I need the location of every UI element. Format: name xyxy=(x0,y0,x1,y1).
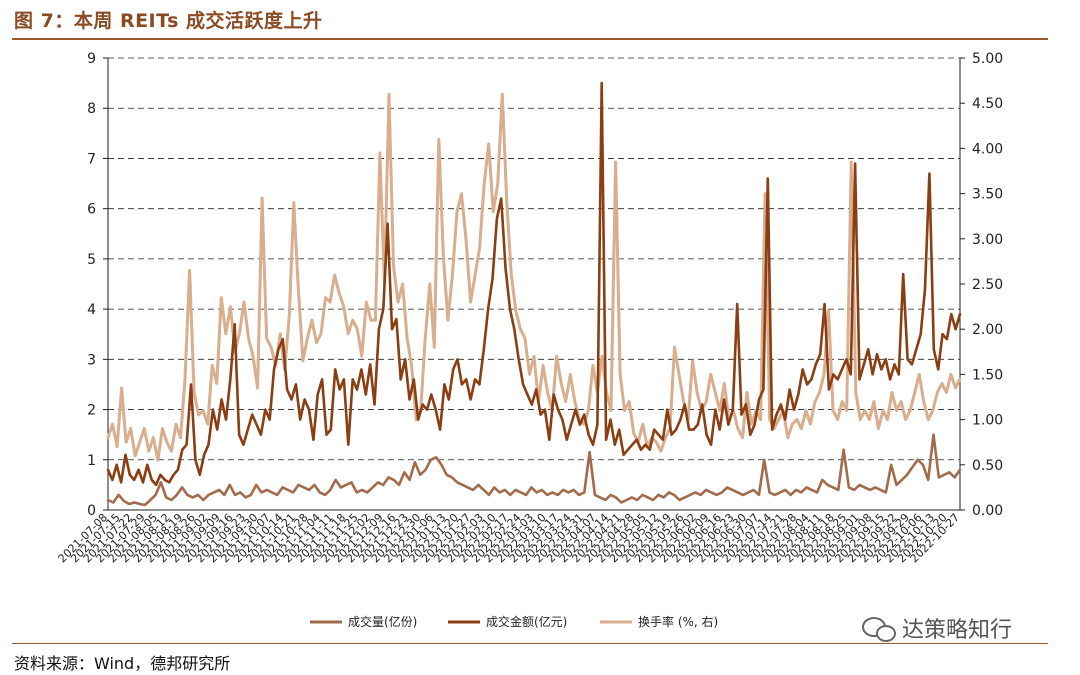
y-tick-label: 5 xyxy=(87,252,96,268)
chart-title: 图 7：本周 REITs 成交活跃度上升 xyxy=(14,10,323,32)
source-note: 资料来源：Wind，德邦研究所 xyxy=(14,654,231,673)
y2-tick-label: 3.50 xyxy=(972,187,1003,203)
watermark-text: 达策略知行 xyxy=(902,618,1013,643)
series-lines xyxy=(106,81,962,507)
y2-tick-label: 3.00 xyxy=(972,232,1003,248)
y2-tick-label: 0.50 xyxy=(972,458,1003,474)
legend-entry: 成交量(亿份) xyxy=(348,614,417,629)
axes: 0 1 2 3 4 5 6 7 8 9 0.00 0.50 1.00 1.50 2.00 2.50 3.00 3.… xyxy=(87,51,1003,519)
top-rule xyxy=(12,38,1048,40)
y2-tick-label: 0.00 xyxy=(972,503,1003,519)
y2-tick-label: 1.00 xyxy=(972,413,1003,429)
series-line-1 xyxy=(106,81,962,487)
series-line-2 xyxy=(106,92,962,462)
wechat-icon xyxy=(862,615,896,642)
legend-entry: 成交金额(亿元) xyxy=(486,614,567,629)
y-tick-label: 3 xyxy=(87,352,96,368)
series-line-0 xyxy=(106,433,962,507)
y2-tick-label: 4.00 xyxy=(972,141,1003,157)
watermark: 达策略知行 xyxy=(862,612,1012,644)
y-tick-label: 4 xyxy=(87,302,96,318)
legend: 成交量(亿份) 成交金额(亿元) 换手率 (%, 右) xyxy=(310,614,718,629)
y-tick-label: 0 xyxy=(87,503,96,519)
y-tick-label: 9 xyxy=(87,51,96,67)
y-tick-label: 1 xyxy=(87,453,96,469)
legend-entry: 换手率 (%, 右) xyxy=(638,614,718,629)
y2-tick-label: 2.00 xyxy=(972,322,1003,338)
y-tick-label: 2 xyxy=(87,403,96,419)
y2-tick-label: 4.50 xyxy=(972,96,1003,112)
y2-tick-label: 2.50 xyxy=(972,277,1003,293)
x-tick-labels: 2021-07-082021-07-152021-07-222021-07-29… xyxy=(56,511,962,565)
bottom-rule xyxy=(12,643,1048,644)
y-tick-label: 7 xyxy=(87,151,96,167)
y-tick-label: 8 xyxy=(87,101,96,117)
y2-tick-label: 1.50 xyxy=(972,367,1003,383)
y2-tick-label: 5.00 xyxy=(972,51,1003,67)
y-tick-label: 6 xyxy=(87,202,96,218)
